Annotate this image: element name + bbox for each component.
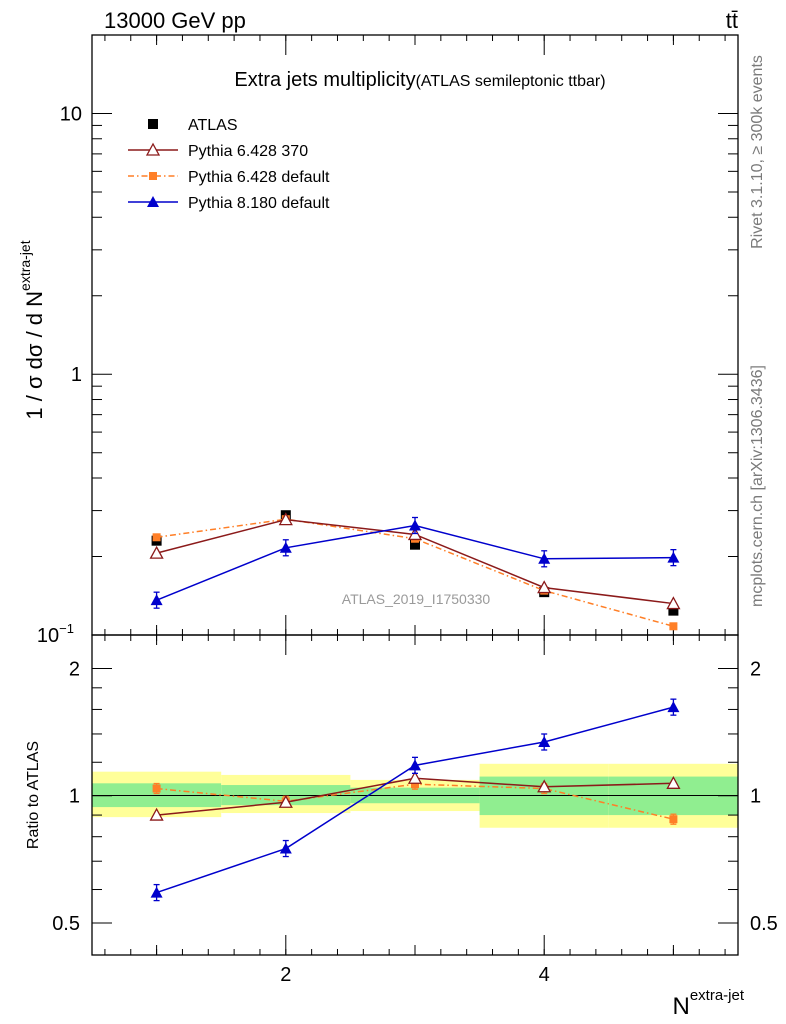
y-tick-label-exp: −1	[59, 621, 74, 636]
data-point	[669, 815, 678, 824]
legend-label: Pythia 6.428 370	[188, 143, 308, 160]
main-series-pythia-8-180-default	[150, 516, 680, 609]
data-point	[409, 519, 421, 531]
data-point	[278, 512, 293, 526]
legend-marker	[145, 142, 161, 156]
data-point	[667, 551, 680, 563]
legend-item: ATLAS	[148, 117, 238, 134]
chart-title-main: Extra jets multiplicity	[234, 69, 415, 91]
data-point	[279, 541, 292, 553]
legend-item: Pythia 6.428 370	[128, 142, 308, 160]
x-axis-label-main: N	[672, 993, 689, 1020]
ratio-y-tick-label-right: 2	[750, 658, 761, 680]
ratio-y-axis-label: Ratio to ATLAS	[25, 741, 42, 849]
data-point	[149, 545, 164, 559]
ratio-y-tick-label: 1	[69, 786, 80, 808]
source-label: mcplots.cern.ch [arXiv:1306.3436]	[749, 365, 766, 607]
y-tick-label: 10−1	[37, 621, 74, 647]
data-point	[538, 735, 551, 747]
chart-title: Extra jets multiplicity(ATLAS semilepton…	[234, 69, 605, 91]
rivet-label: Rivet 3.1.10, ≥ 300k events	[749, 55, 766, 249]
data-point	[666, 775, 681, 789]
ratio-series-pythia-8-180-default	[150, 698, 680, 902]
data-point	[537, 779, 552, 793]
y-axis-label-sup: extra-jet	[17, 240, 33, 291]
energy-label: 13000 GeV pp	[104, 8, 246, 33]
legend-marker	[149, 172, 157, 180]
legend-marker	[148, 119, 158, 129]
data-point	[407, 770, 423, 784]
data-point	[150, 886, 163, 898]
legend-label: Pythia 6.428 default	[188, 169, 330, 186]
x-axis-label: Nextra-jet	[672, 987, 744, 1020]
data-point	[279, 842, 292, 854]
legend-item: Pythia 8.180 default	[128, 195, 330, 212]
data-point	[411, 780, 419, 789]
x-tick-label: 2	[280, 964, 291, 986]
data-point	[152, 533, 161, 542]
ratio-y-tick-label: 2	[69, 658, 80, 680]
data-point	[538, 552, 551, 564]
y-axis-label: 1 / σ dσ / d Nextra-jet	[17, 240, 47, 419]
data-point	[409, 759, 421, 771]
legend-label: ATLAS	[188, 117, 238, 134]
x-axis-label-sup: extra-jet	[690, 987, 745, 1004]
data-point	[666, 596, 681, 610]
data-point	[150, 594, 163, 606]
legend-item: Pythia 6.428 default	[128, 169, 330, 186]
data-point	[667, 701, 680, 713]
y-axis-label-main: 1 / σ dσ / d N	[22, 291, 47, 420]
data-point	[149, 807, 164, 821]
data-point	[537, 580, 552, 594]
x-tick-label: 4	[539, 964, 550, 986]
process-label: tt̄	[726, 8, 738, 33]
ratio-y-tick-label-right: 1	[750, 786, 761, 808]
data-point	[152, 784, 161, 793]
ratio-y-tick-label: 0.5	[52, 913, 80, 935]
legend-marker	[147, 196, 159, 207]
data-point	[410, 539, 420, 550]
chart-subtitle: (ATLAS semileptonic ttbar)	[416, 73, 606, 90]
ratio-series-pythia-6-428-370	[149, 770, 681, 821]
y-tick-label: 1	[71, 364, 82, 386]
data-point	[669, 622, 678, 631]
legend-label: Pythia 8.180 default	[188, 195, 330, 212]
ratio-y-tick-label-right: 0.5	[750, 913, 778, 935]
y-tick-label: 10	[60, 103, 82, 125]
watermark: ATLAS_2019_I1750330	[342, 591, 491, 607]
data-point	[278, 794, 293, 808]
data-point	[668, 605, 679, 616]
